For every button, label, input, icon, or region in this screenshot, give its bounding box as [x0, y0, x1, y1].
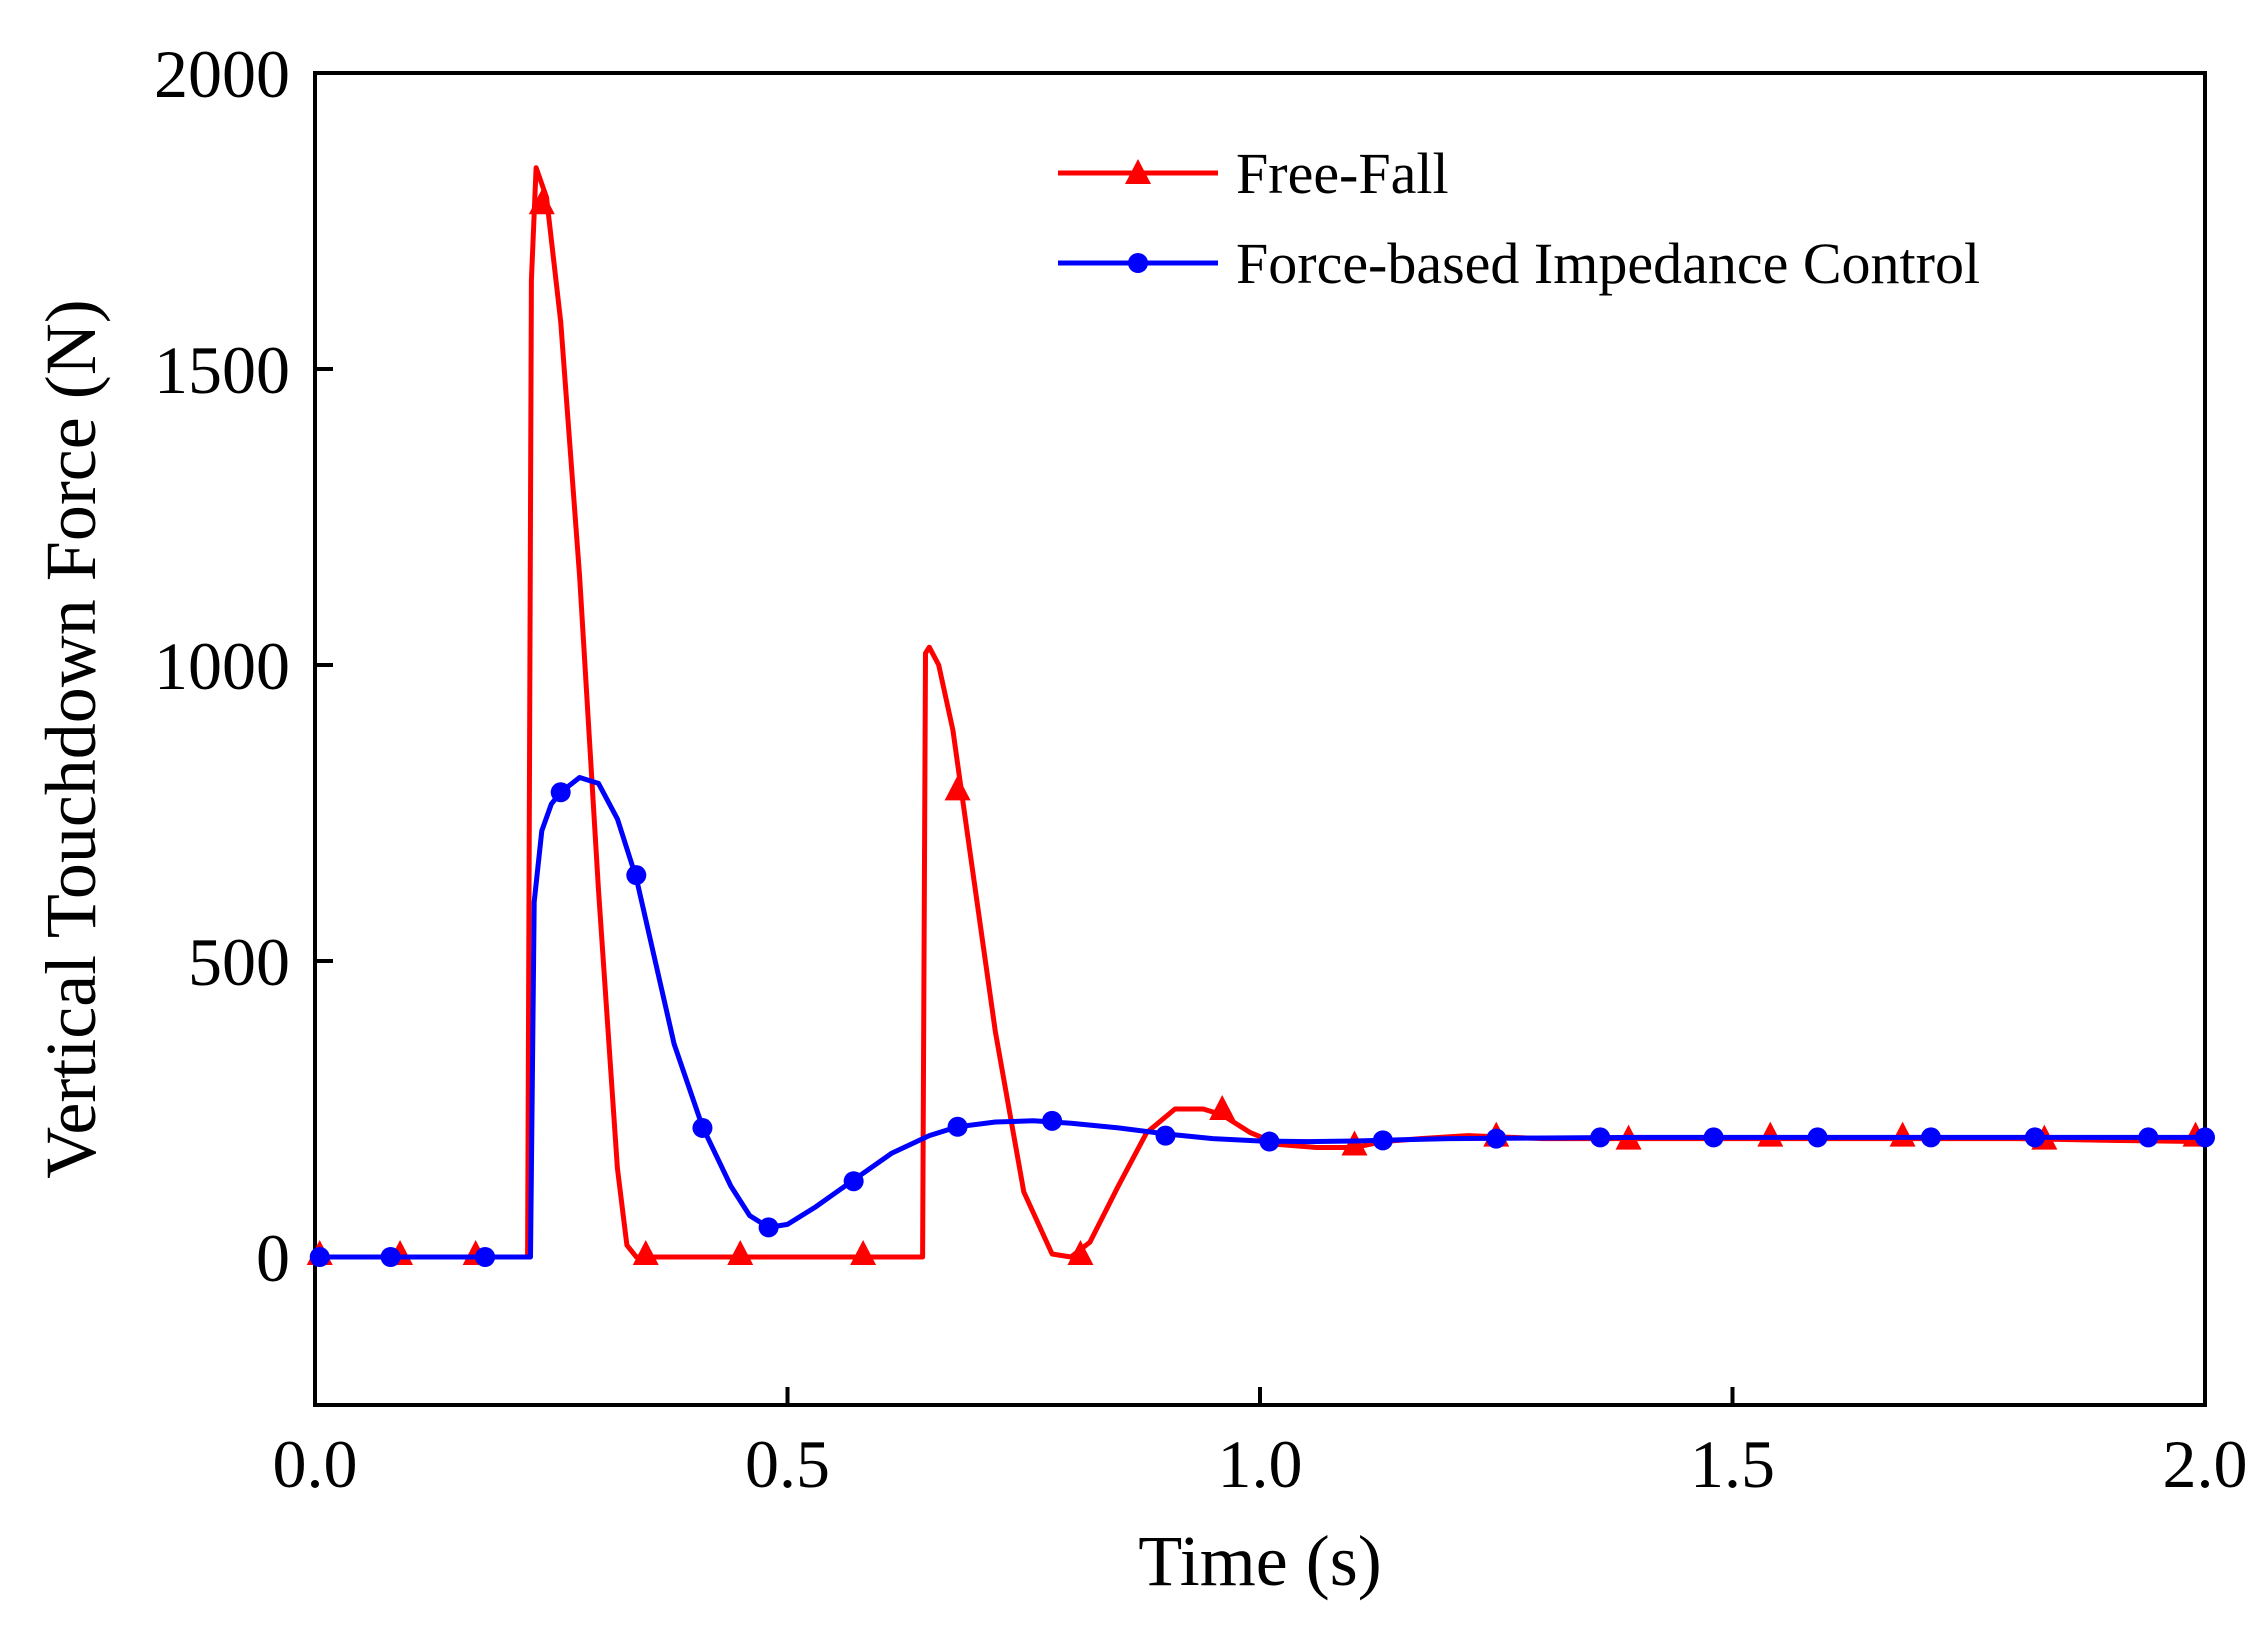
y-tick-label: 1000 — [154, 628, 290, 704]
data-point-impedance-control — [947, 1116, 968, 1137]
data-point-free-fall — [944, 775, 971, 801]
data-point-free-fall — [727, 1240, 754, 1266]
data-point-impedance-control — [1042, 1110, 1063, 1131]
data-point-impedance-control — [475, 1247, 496, 1267]
legend-marker-impedance-control — [1128, 253, 1148, 273]
data-point-free-fall — [1757, 1121, 1784, 1147]
data-point-free-fall — [1209, 1095, 1236, 1120]
y-axis-title: Vertical Touchdown Force (N) — [31, 299, 111, 1178]
data-point-impedance-control — [1703, 1127, 1724, 1148]
data-point-impedance-control — [309, 1247, 330, 1267]
x-axis-ticks: 0.0 0.5 1.0 1.5 2.0 — [273, 1387, 2248, 1502]
x-tick-label: 0.0 — [273, 1426, 358, 1502]
y-tick-label: 0 — [256, 1220, 290, 1296]
x-tick-label: 0.5 — [745, 1426, 830, 1502]
data-point-impedance-control — [550, 782, 571, 803]
y-axis-ticks: 0 500 1000 1500 2000 — [154, 36, 333, 1296]
data-point-impedance-control — [2024, 1127, 2045, 1148]
data-point-free-fall — [528, 189, 555, 215]
data-point-impedance-control — [1807, 1127, 1828, 1148]
y-tick-label: 2000 — [154, 36, 290, 112]
series-line-free-fall — [315, 165, 2206, 1260]
data-point-free-fall — [850, 1240, 877, 1266]
data-point-impedance-control — [692, 1117, 713, 1138]
data-point-impedance-control — [758, 1217, 779, 1238]
data-point-impedance-control — [843, 1171, 864, 1192]
data-point-impedance-control — [1590, 1127, 1611, 1148]
data-point-impedance-control — [1259, 1131, 1280, 1152]
data-point-free-fall — [632, 1240, 659, 1266]
data-point-impedance-control — [1372, 1130, 1393, 1151]
data-point-impedance-control — [1486, 1128, 1507, 1149]
data-point-impedance-control — [626, 865, 647, 886]
x-tick-label: 1.0 — [1218, 1426, 1303, 1502]
legend: Free-Fall Force-based Impedance Control — [1058, 141, 1980, 296]
y-tick-label: 1500 — [154, 332, 290, 408]
y-tick-label: 500 — [188, 924, 290, 1000]
legend-marker-free-fall — [1125, 159, 1151, 184]
data-point-impedance-control — [1155, 1125, 1176, 1146]
legend-label-free-fall: Free-Fall — [1236, 141, 1449, 206]
data-point-impedance-control — [1920, 1127, 1941, 1148]
data-point-impedance-control — [2195, 1127, 2215, 1148]
series-layer — [306, 165, 2215, 1267]
x-tick-label: 1.5 — [1690, 1426, 1775, 1502]
data-point-impedance-control — [380, 1247, 401, 1267]
series-line-impedance-control — [315, 775, 2205, 1260]
data-point-free-fall — [1067, 1240, 1094, 1266]
x-axis-title: Time (s) — [1138, 1521, 1381, 1601]
x-tick-label: 2.0 — [2163, 1426, 2248, 1502]
data-point-free-fall — [1889, 1121, 1916, 1147]
data-point-impedance-control — [2138, 1127, 2159, 1148]
legend-label-impedance-control: Force-based Impedance Control — [1236, 231, 1980, 296]
